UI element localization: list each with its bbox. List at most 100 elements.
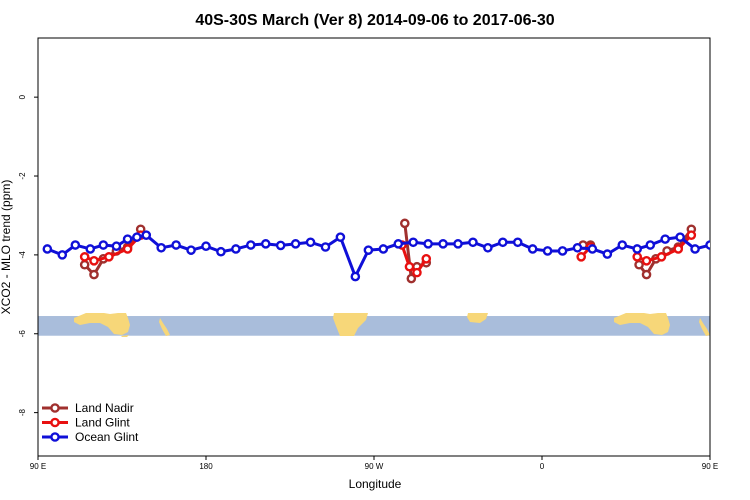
x-axis-label: Longitude bbox=[349, 477, 402, 491]
x-tick-label: 180 bbox=[199, 462, 213, 471]
data-point bbox=[171, 240, 181, 250]
plot-frame bbox=[37, 37, 711, 457]
data-point bbox=[79, 252, 90, 262]
data-point bbox=[363, 245, 374, 255]
legend-marker bbox=[50, 432, 60, 442]
data-point bbox=[632, 244, 643, 254]
data-point bbox=[42, 244, 53, 254]
data-point bbox=[275, 240, 286, 251]
data-point bbox=[421, 254, 432, 264]
x-tick-label: 90 E bbox=[702, 462, 718, 471]
data-point bbox=[645, 240, 656, 250]
y-tick-label: -4 bbox=[18, 251, 27, 259]
data-point bbox=[156, 242, 166, 253]
data-point bbox=[122, 234, 133, 244]
data-point bbox=[632, 252, 643, 262]
data-point bbox=[404, 261, 415, 272]
data-point bbox=[122, 244, 133, 254]
data-point bbox=[260, 239, 271, 249]
data-point bbox=[483, 242, 493, 253]
data-point bbox=[576, 252, 587, 262]
data-point bbox=[587, 244, 598, 254]
y-tick-label: -6 bbox=[18, 330, 27, 338]
map-land-new-zealand bbox=[159, 318, 170, 336]
data-point bbox=[686, 230, 697, 240]
x-tick-label: 90 W bbox=[365, 462, 384, 471]
data-point bbox=[690, 244, 700, 254]
data-point bbox=[305, 237, 316, 248]
map-land-south-america bbox=[333, 313, 368, 336]
map-ocean bbox=[38, 316, 710, 336]
data-point bbox=[641, 269, 652, 280]
y-axis: 0 -2 -4 -6 -8 bbox=[18, 94, 38, 416]
data-point bbox=[617, 240, 628, 250]
chart-title: 40S-30S March (Ver 8) 2014-09-06 to 2017… bbox=[195, 12, 554, 29]
legend-item-land-nadir: Land Nadir bbox=[42, 401, 134, 415]
data-point bbox=[602, 249, 613, 259]
data-point bbox=[85, 244, 96, 254]
data-point bbox=[527, 244, 538, 254]
data-point bbox=[231, 244, 241, 254]
x-tick-label: 90 E bbox=[30, 462, 46, 471]
y-tick-label: 0 bbox=[18, 94, 27, 99]
data-point bbox=[572, 242, 583, 253]
data-point bbox=[660, 234, 671, 244]
data-point bbox=[399, 218, 410, 229]
map-land-australia bbox=[74, 313, 130, 335]
data-point bbox=[438, 239, 448, 249]
legend-label: Land Glint bbox=[75, 416, 130, 430]
data-point bbox=[141, 230, 152, 240]
data-point bbox=[393, 239, 404, 249]
data-point bbox=[89, 256, 99, 266]
data-point bbox=[557, 246, 568, 256]
data-point bbox=[512, 237, 523, 248]
map-land-africa bbox=[467, 313, 488, 323]
data-point bbox=[320, 242, 331, 252]
legend-item-land-glint: Land Glint bbox=[42, 416, 130, 430]
map-land-australia-repeat bbox=[614, 313, 670, 335]
data-point bbox=[641, 256, 652, 266]
data-point bbox=[216, 246, 226, 257]
data-point bbox=[497, 237, 508, 248]
data-point bbox=[656, 252, 667, 262]
legend-marker bbox=[50, 403, 60, 413]
data-point bbox=[245, 240, 256, 250]
data-point bbox=[111, 241, 122, 252]
data-point bbox=[378, 244, 389, 254]
data-point bbox=[408, 237, 419, 248]
series-layer bbox=[42, 218, 710, 284]
y-tick-label: -2 bbox=[18, 172, 27, 180]
legend-label: Ocean Glint bbox=[75, 430, 139, 444]
data-point bbox=[542, 246, 553, 256]
data-point bbox=[57, 250, 68, 260]
data-point bbox=[675, 232, 685, 242]
data-point bbox=[423, 239, 433, 249]
data-point bbox=[705, 240, 710, 250]
data-point bbox=[186, 245, 196, 255]
data-point bbox=[89, 269, 99, 280]
x-tick-label: 0 bbox=[540, 462, 545, 471]
data-point bbox=[79, 259, 90, 270]
data-point bbox=[673, 244, 684, 254]
map-land-new-zealand-repeat bbox=[699, 318, 710, 336]
data-point bbox=[132, 232, 142, 242]
data-point bbox=[468, 237, 478, 248]
legend-marker bbox=[50, 417, 60, 428]
data-point bbox=[634, 259, 644, 270]
y-axis-label: XCO2 - MLO trend (ppm) bbox=[0, 180, 13, 315]
legend-label: Land Nadir bbox=[75, 401, 134, 415]
data-point bbox=[412, 267, 422, 278]
y-tick-label: -8 bbox=[18, 409, 27, 417]
x-axis: 90 E 180 90 W 0 90 E bbox=[30, 456, 718, 471]
series-land-nadir bbox=[79, 218, 697, 284]
map-land-tasmania bbox=[121, 335, 129, 337]
data-point bbox=[104, 252, 114, 262]
map-strip bbox=[38, 313, 710, 337]
data-point bbox=[201, 241, 211, 252]
data-point bbox=[350, 271, 361, 282]
data-point bbox=[453, 239, 463, 249]
data-point bbox=[406, 273, 417, 284]
data-point bbox=[70, 240, 81, 250]
